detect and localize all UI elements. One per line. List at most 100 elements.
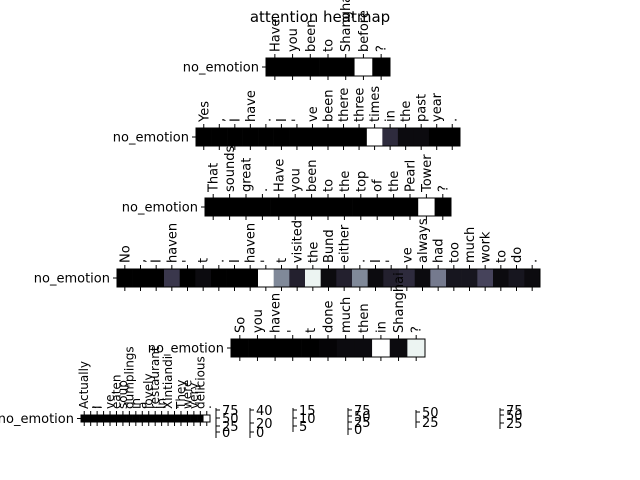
x-token-label: the <box>387 171 402 192</box>
x-token-label: haven <box>165 223 180 263</box>
x-token-label: haven <box>269 293 284 333</box>
heatmap-cell <box>305 269 321 287</box>
x-token-label: sounds <box>223 146 238 192</box>
x-token-label: eaten <box>109 375 123 409</box>
x-token-label: ve <box>400 247 415 263</box>
x-token-label: ' <box>290 118 305 122</box>
heatmap-cell <box>524 269 541 287</box>
heatmap-cell <box>301 58 320 76</box>
heatmap-cell <box>336 58 355 76</box>
heatmap-cell <box>319 58 338 76</box>
heatmap-cell <box>382 128 399 146</box>
heatmap-cell <box>179 269 196 287</box>
heatmap-cell <box>145 415 153 422</box>
heatmap-cell <box>227 128 243 146</box>
heatmap-cell <box>289 269 306 287</box>
colorbar-tick-label: 5 <box>299 420 307 435</box>
x-token-label: ve <box>103 395 117 409</box>
heatmap-cell <box>320 269 337 287</box>
heatmap-cell <box>270 198 288 216</box>
colorbar-tick-label: 50 <box>354 410 371 425</box>
x-token-label: restaurant <box>148 346 162 409</box>
x-token-label: . <box>168 405 182 409</box>
colorbar-tick-label: 75 <box>222 404 239 419</box>
heatmap-cell <box>205 198 222 216</box>
x-token-label: ? <box>436 185 451 192</box>
heatmap-cell <box>369 198 386 216</box>
x-token-label: ' <box>181 259 196 263</box>
x-token-label: been <box>304 20 319 53</box>
colorbar-tick-label: 0 <box>222 426 230 441</box>
heatmap-cell <box>132 269 149 287</box>
heatmap-cell <box>477 269 494 287</box>
x-token-label: have <box>244 90 259 122</box>
heatmap-cell <box>221 198 239 216</box>
heatmap-cell <box>195 269 212 287</box>
x-token-label: That <box>207 163 222 193</box>
heatmap-cell <box>407 339 426 357</box>
x-token-label: . <box>200 405 214 409</box>
heatmap-cell <box>351 128 368 146</box>
x-token-label: soup <box>116 380 130 409</box>
x-token-label: Actually <box>77 361 91 409</box>
x-token-label: I <box>90 405 104 409</box>
heatmap-cell <box>446 269 462 287</box>
y-tick-label: no_emotion <box>113 131 189 146</box>
x-token-label: you <box>286 28 301 52</box>
colorbar-tick-label: 0 <box>256 426 264 441</box>
y-tick-label: no_emotion <box>122 201 198 216</box>
y-tick-label: no_emotion <box>183 61 259 76</box>
heatmap-cell <box>397 128 414 146</box>
heatmap-cell <box>401 198 419 216</box>
colorbar-tick-label: 10 <box>299 412 316 427</box>
x-token-label: ' <box>286 329 301 333</box>
heatmap-cell <box>354 58 373 76</box>
heatmap-cell <box>413 128 430 146</box>
x-token-label: before <box>357 10 372 52</box>
x-token-label: very <box>187 382 201 409</box>
heatmap-cell <box>226 269 243 287</box>
heatmap-cell <box>254 198 271 216</box>
x-token-label: ' <box>385 259 400 263</box>
heatmap-cell <box>266 339 285 357</box>
heatmap-cell <box>319 198 337 216</box>
x-token-label: ' <box>259 259 274 263</box>
x-token-label: always <box>416 218 431 263</box>
x-token-label: you <box>289 168 304 192</box>
heatmap-cell <box>367 269 384 287</box>
heatmap-cell <box>190 415 198 422</box>
colorbar-tick-label: 15 <box>299 404 316 419</box>
x-token-label: Have <box>268 19 283 52</box>
heatmap-cell <box>211 269 227 287</box>
x-token-label: t <box>197 258 212 263</box>
colorbar-tick-label: 25 <box>222 420 239 435</box>
heatmap-cell <box>336 269 353 287</box>
heatmap-row: no_emotionActually,I'veeatensoupdumpling… <box>0 346 214 427</box>
x-token-label: I <box>369 259 384 263</box>
heatmap-cell <box>304 128 321 146</box>
heatmap-cell <box>385 198 403 216</box>
x-token-label: ' <box>97 406 111 409</box>
x-token-label: Tower <box>420 154 435 193</box>
heatmap-cell <box>372 58 391 76</box>
heatmap-cell <box>196 128 212 146</box>
x-token-label: there <box>337 88 352 122</box>
x-token-label: . <box>256 188 271 192</box>
heatmap-cell <box>273 269 290 287</box>
heatmap-cell <box>139 415 146 422</box>
x-token-label: Shanghai <box>339 0 354 52</box>
x-token-label: great <box>240 158 255 192</box>
colorbar-tick-label: 25 <box>422 416 439 431</box>
heatmap-cell <box>100 415 108 422</box>
x-token-label: Pearl <box>404 160 419 192</box>
x-token-label: , <box>84 405 98 409</box>
heatmap-cell <box>493 269 509 287</box>
heatmap-cell <box>164 415 172 422</box>
heatmap-cell <box>203 415 211 422</box>
y-tick-label: no_emotion <box>0 412 74 427</box>
heatmap-cell <box>301 339 320 357</box>
x-token-label: top <box>354 171 369 192</box>
heatmap-cell <box>428 128 445 146</box>
